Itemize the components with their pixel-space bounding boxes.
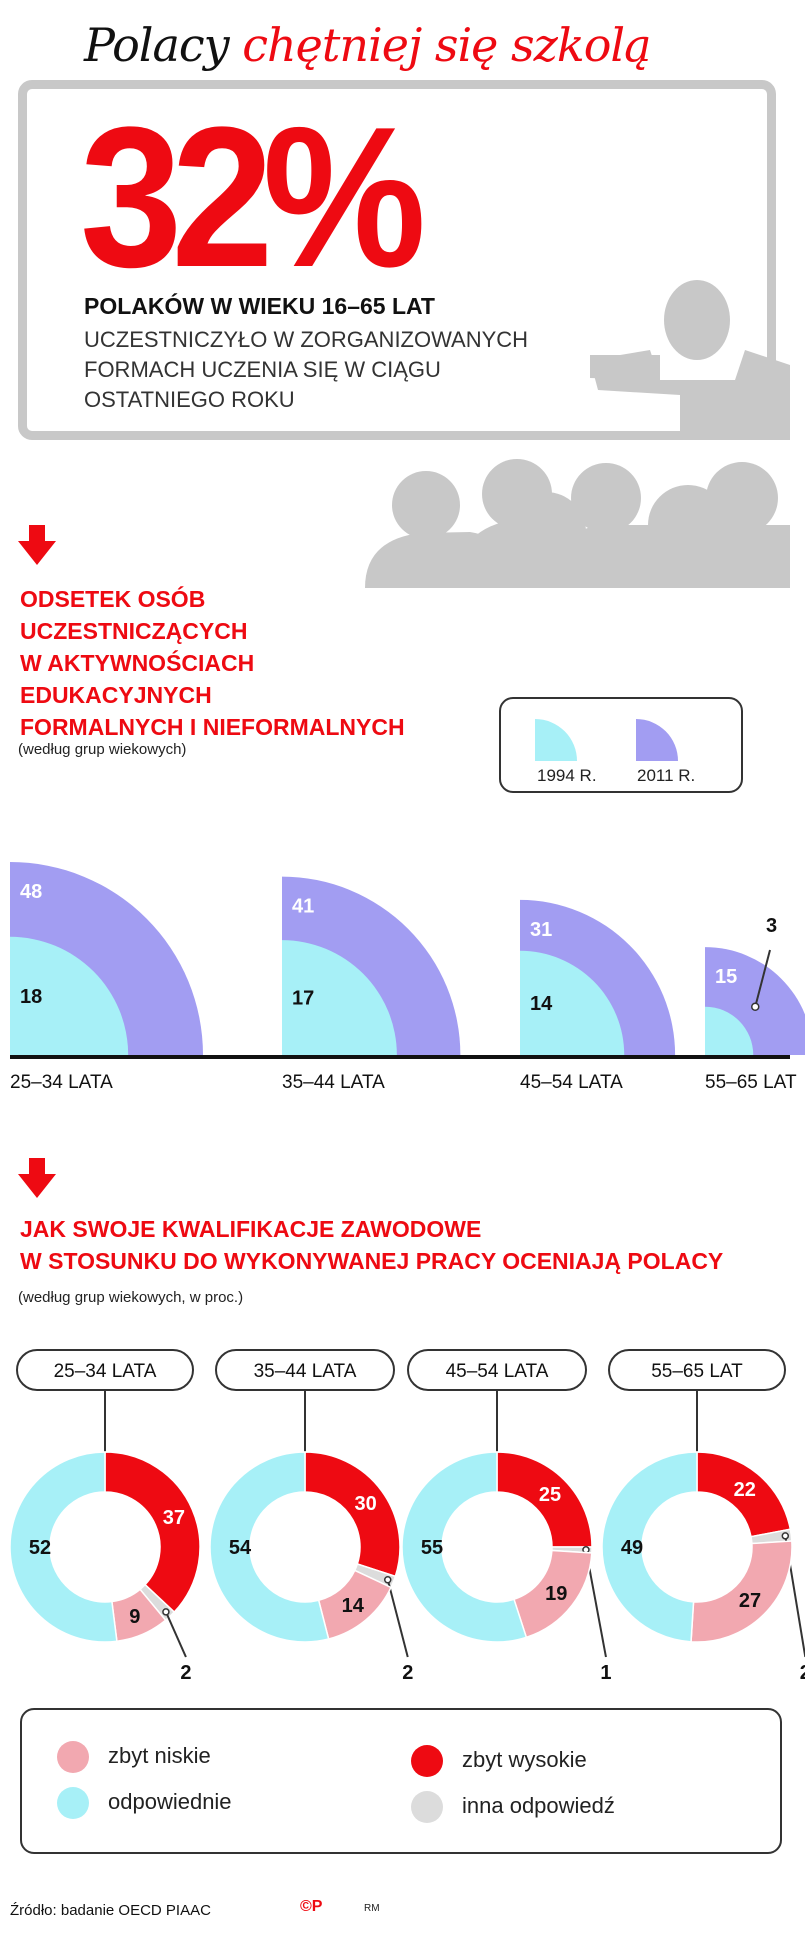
legend-too-low-label: zbyt niskie [108,1743,211,1768]
donut-segment-odpowiednie [601,1451,698,1643]
legend-years [499,697,743,793]
legend-other-label: inna odpowiedź [462,1793,615,1818]
legend-too-low-swatch [57,1741,89,1773]
age-group-label: 25–34 LATA [10,1072,113,1093]
legend-appropriate-label: odpowiednie [108,1789,232,1814]
legend-2011-swatch [636,719,678,761]
donut-segment-odpowiednie [9,1451,118,1643]
donut-value-label: 37 [163,1507,185,1529]
page-title: Polacy chętniej się szkolą [84,18,652,72]
value-1994-label: 17 [292,988,314,1010]
quarter-1994-1 [282,940,397,1055]
donut-value-label: 54 [229,1537,252,1559]
value-2011-label: 15 [715,966,737,988]
legend-too-high-swatch [411,1745,443,1777]
publisher-logo: ©P [300,1898,323,1915]
source-note: Źródło: badanie OECD PIAAC [10,1902,211,1919]
section1-title-line-4: EDUKACYJNYCH [20,682,212,708]
value-2011-label: 41 [292,896,314,918]
section1-subtitle: (według grup wiekowych) [18,741,187,758]
age-group-label: 55–65 LAT [705,1072,797,1093]
section2-subtitle: (według grup wiekowych, w proc.) [18,1289,244,1306]
quarter-1994-2 [520,950,625,1055]
section2-arrow-icon [18,1158,56,1198]
section1-title-line-1: ODSETEK OSÓB [20,586,206,612]
section1-title-line-3: W AKTYWNOŚCIACH [20,650,255,676]
title-part-2: chętniej się szkolą [242,18,651,72]
donut-value-label: 19 [545,1583,567,1605]
value-2011-label: 31 [530,919,552,941]
headline-percent: 32% [80,86,426,309]
legend-2011-label: 2011 R. [637,766,696,785]
presenter-icon [590,280,790,440]
title-part-1: Polacy [84,18,230,72]
legend-1994-label: 1994 R. [537,766,597,785]
donut-value-label: 25 [539,1484,561,1506]
age-group-label: 35–44 LATA [282,1072,385,1093]
donut-value-label: 49 [621,1537,643,1559]
donut-segment-zbyt-wysokie [104,1451,201,1614]
donut-value-label: 1 [600,1662,611,1684]
section2-title-line-1: JAK SWOJE KWALIFIKACJE ZAWODOWE [20,1216,482,1242]
callout-line [754,949,771,1008]
presentation-board [18,80,776,440]
donut-segment-odpowiednie [401,1451,528,1643]
donut-value-label: 27 [739,1590,761,1612]
quarter-1994-3 [705,1006,754,1055]
quarter-circle-chart: 48 18 25–34 LATA 41 17 35–44 LATA 31 14 45–54 LA… [10,862,805,1093]
age-pill-label: 45–54 LATA [446,1361,549,1382]
donut-value-label: 30 [355,1493,377,1515]
listeners-icon [365,459,790,588]
callout-dot [384,1576,392,1584]
legend-ratings [20,1708,782,1854]
headline-line-1: UCZESTNICZYŁO W ZORGANIZOWANYCH [84,327,529,352]
audience-illustration [365,280,790,588]
callout-dot [162,1608,170,1616]
callout-line [386,1579,409,1658]
age-pill-label: 55–65 LAT [651,1361,743,1382]
section1-title-line-5: FORMALNYCH I NIEFORMALNYCH [20,714,405,740]
headline-line-3: OSTATNIEGO ROKU [84,387,295,412]
section2-title-line-2: W STOSUNKU DO WYKONYWANEJ PRACY OCENIAJĄ… [20,1248,724,1274]
age-pill-label: 35–44 LATA [254,1361,357,1382]
headline-line-2: FORMACH UCZENIA SIĘ W CIĄGU [84,357,441,382]
donut-value-label: 14 [342,1595,365,1617]
donut-value-label: 55 [421,1537,443,1559]
legend-too-high-label: zbyt wysokie [462,1747,587,1772]
legend-1994-swatch [535,719,577,761]
section1-title-line-2: UCZESTNICZĄCYCH [20,618,248,644]
age-pill-label: 25–34 LATA [54,1361,157,1382]
value-1994-label: 3 [766,915,777,937]
value-2011-label: 48 [20,881,42,903]
author-initials: RM [364,1903,380,1914]
donut-value-label: 2 [402,1662,413,1684]
donut-value-label: 9 [129,1606,140,1628]
donut-segment-zbyt-wysokie [496,1451,593,1548]
callout-dot [781,1532,790,1540]
donut-value-label: 2 [180,1662,191,1684]
donut-charts: 25–34 LATA 37 2 9 52 35–44 LATA 30 2 14 54 45–54 L… [9,1349,805,1684]
donut-segment-odpowiednie [209,1451,330,1643]
donut-segment-zbyt-wysokie [304,1451,401,1578]
donut-value-label: 52 [29,1537,51,1559]
value-1994-label: 14 [530,993,553,1015]
callout-dot [751,1002,760,1011]
donut-value-label: 2 [800,1662,805,1684]
legend-other-swatch [411,1791,443,1823]
quarter-1994-0 [10,936,129,1055]
callout-line [165,1611,187,1658]
age-group-label: 45–54 LATA [520,1072,623,1093]
value-1994-label: 18 [20,986,42,1008]
legend-appropriate-swatch [57,1787,89,1819]
section1-arrow-icon [18,525,56,565]
headline-lead: POLAKÓW W WIEKU 16–65 LAT [84,293,435,319]
donut-value-label: 22 [734,1479,756,1501]
